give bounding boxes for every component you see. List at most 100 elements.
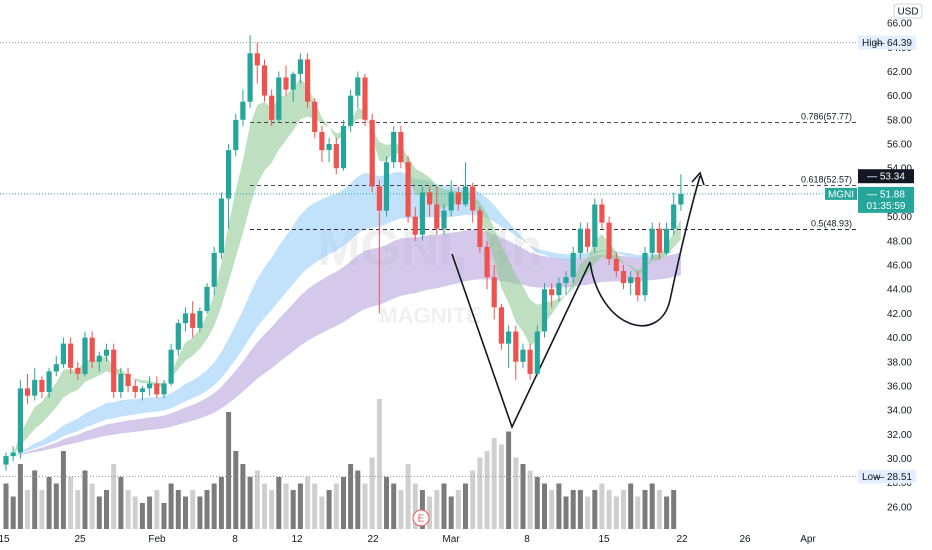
candle-body <box>448 192 454 211</box>
candle-body <box>398 132 404 163</box>
volume-bar <box>348 464 354 529</box>
candle-body <box>60 343 66 365</box>
volume-bar <box>183 496 188 529</box>
volume-bar <box>233 451 239 529</box>
candle-body <box>534 331 540 374</box>
y-tick-label: 56.00 <box>887 140 912 151</box>
candle-body <box>412 216 418 235</box>
y-tick-label: 66.00 <box>887 19 912 30</box>
volume-bar <box>75 490 81 529</box>
candle-body <box>570 252 576 278</box>
candle-body <box>240 101 246 120</box>
volume-bar <box>341 477 346 529</box>
candle-body <box>520 349 526 362</box>
candle-body <box>125 373 131 386</box>
candle-body <box>32 379 38 396</box>
y-tick-label: 34.00 <box>887 406 912 417</box>
volume-bar <box>570 490 576 529</box>
candle-body <box>470 186 476 211</box>
candle-body <box>269 95 275 120</box>
volume-bar <box>125 490 131 529</box>
volume-bar <box>132 496 138 529</box>
volume-bar <box>642 490 648 529</box>
volume-bar <box>448 496 454 529</box>
candle-body <box>254 53 260 66</box>
candle-body <box>635 277 641 296</box>
candle-body <box>218 198 224 253</box>
y-tick-label: 40.00 <box>887 333 912 344</box>
candle-body <box>671 204 677 229</box>
volume-bar <box>441 483 447 529</box>
volume-bar <box>369 457 375 529</box>
candle-body <box>340 125 347 169</box>
candle-body <box>513 331 519 362</box>
volume-bar <box>276 477 282 529</box>
volume-bar <box>168 483 174 529</box>
volume-bar <box>563 496 569 529</box>
volume-bar <box>463 483 468 529</box>
candle-body <box>391 132 397 163</box>
volume-bar <box>283 483 289 529</box>
volume-bar <box>326 490 332 529</box>
volume-bar <box>419 490 425 529</box>
x-tick-label: 22 <box>367 534 379 545</box>
price-axis[interactable]: 26.00 28.00 30.00 32.00 34.00 36.00 38.00 40.00… <box>887 19 912 514</box>
x-tick-label: 8 <box>524 534 530 545</box>
candle-body <box>111 349 117 392</box>
candle-body <box>46 371 52 392</box>
y-tick-label: 48.00 <box>887 236 912 247</box>
low-tag-box <box>858 469 916 484</box>
currency-label: USD <box>897 7 918 18</box>
candle-body <box>168 349 174 384</box>
price-tag-value: — 51.88 <box>867 189 905 200</box>
volume-bar <box>161 503 167 529</box>
high-tag-label: High <box>862 38 883 49</box>
y-tick-label: 38.00 <box>887 357 912 368</box>
x-tick-label: 26 <box>739 534 751 545</box>
volume-bar <box>197 496 203 529</box>
volume-bar <box>68 477 74 529</box>
candle-body <box>491 277 497 308</box>
candle-body <box>678 193 684 205</box>
candle-body <box>82 337 88 374</box>
candle-body <box>419 192 425 235</box>
candle-body <box>549 289 555 296</box>
volume-bar <box>154 490 160 529</box>
candle-body <box>606 222 612 259</box>
candle-body <box>276 77 282 120</box>
candle-body <box>333 144 339 169</box>
candle-body <box>656 228 662 253</box>
volume-bar <box>455 490 461 529</box>
time-axis[interactable]: 15 25 Feb 8 12 22 Mar 8 15 22 26 Apr <box>0 534 816 545</box>
volume-bar <box>599 483 605 529</box>
volume-bar <box>17 464 23 529</box>
candle-body <box>161 383 167 395</box>
candle-body <box>664 228 670 253</box>
x-tick-label: 12 <box>291 534 303 545</box>
candle-body <box>233 119 239 151</box>
candle-body <box>103 349 110 356</box>
y-tick-label: 30.00 <box>887 454 912 465</box>
y-tick-label: 32.00 <box>887 430 912 441</box>
y-tick-label: 58.00 <box>887 115 912 126</box>
ma-band-slow <box>6 229 681 457</box>
volume-bar <box>262 483 267 529</box>
candle-body <box>226 150 232 199</box>
candle-body <box>527 349 533 374</box>
volume-bar <box>513 457 519 529</box>
volume-bar <box>218 477 224 529</box>
candle-body <box>261 65 268 96</box>
candle-body <box>326 144 332 150</box>
candle-body <box>96 355 102 362</box>
candle-body <box>147 383 153 389</box>
earnings-badge-label: E <box>418 514 425 525</box>
candle-body <box>556 283 562 296</box>
y-tick-label: 26.00 <box>887 502 912 513</box>
volume-bar <box>606 490 612 529</box>
volume-bar <box>506 431 512 529</box>
fib-label: 0.618(52.57) <box>801 175 852 185</box>
volume-bar <box>247 477 253 529</box>
volume-bar <box>434 490 440 529</box>
volume-bar <box>592 490 598 529</box>
